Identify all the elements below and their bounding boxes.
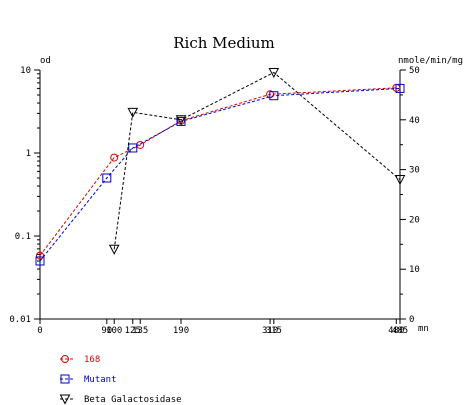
x-tick-label: 480 <box>388 326 404 336</box>
series-layer <box>35 67 406 266</box>
data-point <box>102 173 112 183</box>
x-tick-label: 125 <box>125 326 141 336</box>
y-left-tick-label: 0.01 <box>9 315 31 325</box>
data-point <box>175 115 187 126</box>
data-point <box>110 153 119 162</box>
data-point <box>176 116 186 126</box>
legend-label: Mutant <box>84 375 117 385</box>
legend-marker <box>59 394 71 405</box>
y-right-tick-label: 20 <box>409 215 420 225</box>
data-point <box>35 256 45 266</box>
series-line <box>113 71 401 250</box>
y-right-tick-label: 30 <box>409 166 420 176</box>
data-point <box>268 67 280 79</box>
series-line <box>39 87 397 256</box>
y-left-axis-label: od <box>40 56 51 66</box>
y-right-tick-label: 10 <box>409 265 420 275</box>
y-right-axis-label: nmole/min/mg <box>398 56 463 66</box>
data-point <box>394 175 406 186</box>
data-point <box>269 91 279 101</box>
y-right-tick-label: 0 <box>409 315 414 325</box>
x-tick-label: 0 <box>37 326 42 336</box>
x-tick-label: 190 <box>173 326 189 336</box>
legend-marker <box>61 355 69 363</box>
legend-label: 168 <box>84 355 100 365</box>
y-left-tick-label: 0.1 <box>15 232 31 242</box>
legend-label: Beta Galactosidase <box>84 395 182 405</box>
x-tick-label: 315 <box>266 326 282 336</box>
legend-item-0: 168 <box>60 355 100 365</box>
x-tick-label: 310 <box>262 326 278 336</box>
y-right-tick-label: 50 <box>409 66 420 76</box>
legend-marker <box>60 374 70 384</box>
y-right-tick-label: 40 <box>409 116 420 126</box>
series-0 <box>36 83 401 260</box>
x-tick-label: 100 <box>106 326 122 336</box>
x-tick-label: 90 <box>101 326 112 336</box>
legend-item-2: Beta Galactosidase <box>59 394 182 405</box>
data-point <box>128 143 138 153</box>
legend: 168 Mutant Beta Galactosidase <box>59 355 182 405</box>
series-line <box>39 87 401 262</box>
x-axis-label: mn <box>418 324 429 334</box>
series-1 <box>35 83 405 266</box>
data-point <box>127 107 139 118</box>
data-point <box>108 244 120 255</box>
legend-item-1: Mutant <box>60 374 117 385</box>
data-point <box>395 83 405 93</box>
x-tick-label: 485 <box>392 326 408 336</box>
x-tick-label: 135 <box>132 326 148 336</box>
chart-title: Rich Medium <box>173 34 274 52</box>
series-2 <box>108 67 406 255</box>
y-left-tick-label: 10 <box>20 66 31 76</box>
y-left-tick-label: 1 <box>26 149 31 159</box>
data-point <box>36 251 44 260</box>
